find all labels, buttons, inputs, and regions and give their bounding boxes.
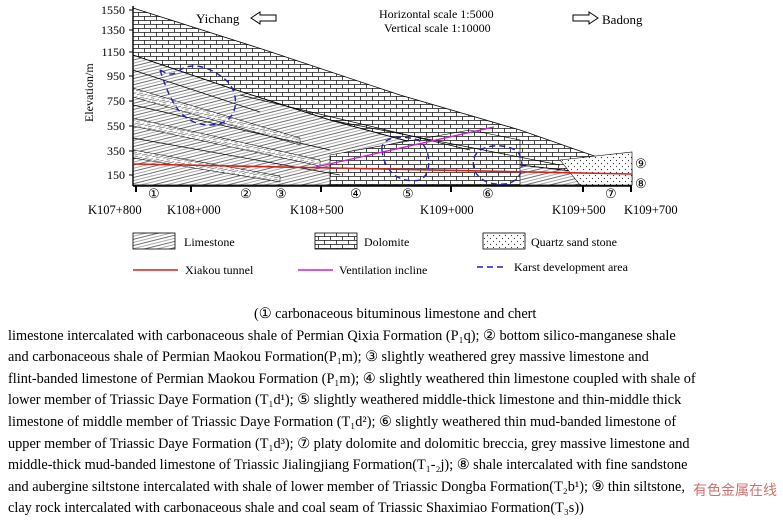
unit-number-3: ③ xyxy=(275,186,287,201)
station-row: K107+800 K108+000 K108+500 K109+000 K109… xyxy=(88,203,678,217)
legend-limestone-label: Limestone xyxy=(184,235,235,249)
caption-line: (① carbonaceous bituminous limestone and… xyxy=(254,306,537,322)
unit-number-1: ① xyxy=(148,186,160,201)
y-tick-1350: 1350 xyxy=(101,23,125,37)
caption-line: flint-banded limestone of Permian Maokou… xyxy=(8,370,696,387)
strata-group xyxy=(132,7,633,186)
y-tick-150: 150 xyxy=(107,168,125,182)
unit-number-2: ② xyxy=(240,186,252,201)
geological-section-figure: 1550 1350 1150 950 750 550 350 150 Eleva… xyxy=(82,3,678,277)
y-axis-label: Elevation/m xyxy=(82,63,96,122)
y-tick-750: 750 xyxy=(107,94,125,108)
legend-dolomite-swatch xyxy=(314,232,358,250)
karst-area-left xyxy=(159,65,237,126)
legend-limestone-swatch xyxy=(132,232,176,250)
legend-tunnel-label: Xiakou tunnel xyxy=(185,263,254,277)
y-tick-550: 550 xyxy=(107,119,125,133)
legend-sandstone-swatch xyxy=(482,232,526,250)
sandstone-lens xyxy=(559,151,633,186)
y-tick-1550: 1550 xyxy=(101,3,125,17)
unit-number-5: ⑤ xyxy=(402,186,414,201)
y-tick-350: 350 xyxy=(107,144,125,158)
unit-label-8: ⑧ xyxy=(635,176,647,191)
base-markers xyxy=(135,186,632,192)
legend: Limestone Dolomite Quartz sand stone Xia… xyxy=(132,232,629,277)
station-k109-500: K109+500 xyxy=(552,203,606,217)
unit-label-9: ⑨ xyxy=(635,156,647,171)
arrow-right-icon xyxy=(572,11,599,25)
arrow-left-icon xyxy=(250,11,277,25)
station-k107-800: K107+800 xyxy=(88,203,142,217)
unit-number-4: ④ xyxy=(350,186,362,201)
legend-sandstone-label: Quartz sand stone xyxy=(531,235,617,249)
unit-number-7: ⑦ xyxy=(605,186,617,201)
ventilation-incline-line xyxy=(315,126,495,168)
caption-line: and carbonaceous shale of Permian Maokou… xyxy=(8,349,649,366)
direction-left-label: Yichang xyxy=(196,11,240,26)
legend-karst-label: Karst development area xyxy=(514,260,629,274)
caption-line: lower member of Triassic Daye Formation … xyxy=(8,392,682,409)
legend-dolomite-label: Dolomite xyxy=(364,235,409,249)
station-k108-500: K108+500 xyxy=(290,203,344,217)
caption-line: and aubergine siltstone intercalated wit… xyxy=(8,478,685,495)
station-k109-700: K109+700 xyxy=(624,203,678,217)
y-axis: 1550 1350 1150 950 750 550 350 150 Eleva… xyxy=(82,3,134,186)
y-tick-950: 950 xyxy=(107,69,125,83)
horizontal-scale: Horizontal scale 1:5000 xyxy=(379,7,494,21)
xiakou-tunnel-line xyxy=(132,163,633,175)
caption-line: limestone intercalated with carbonaceous… xyxy=(8,327,676,344)
watermark: 有色金属在线 xyxy=(693,483,777,499)
caption-line: upper member of Triassic Daye Formation … xyxy=(8,435,690,452)
vertical-scale: Vertical scale 1:10000 xyxy=(384,21,491,35)
caption-line: clay rock intercalated with carbonaceous… xyxy=(8,500,584,517)
legend-incline-label: Ventilation incline xyxy=(339,263,427,277)
caption-line: middle-thick mud-banded limestone of Tri… xyxy=(8,457,688,474)
caption-line: limestone of middle member of Triassic D… xyxy=(8,413,677,430)
station-k108-000: K108+000 xyxy=(167,203,221,217)
station-k109-000: K109+000 xyxy=(420,203,474,217)
unit-number-6: ⑥ xyxy=(482,186,494,201)
y-tick-1150: 1150 xyxy=(101,45,125,59)
unit-number-row: ① ② ③ ④ ⑤ ⑥ ⑦ xyxy=(148,186,617,201)
direction-right-label: Badong xyxy=(602,12,643,27)
figure-caption: (① carbonaceous bituminous limestone and… xyxy=(8,304,778,520)
